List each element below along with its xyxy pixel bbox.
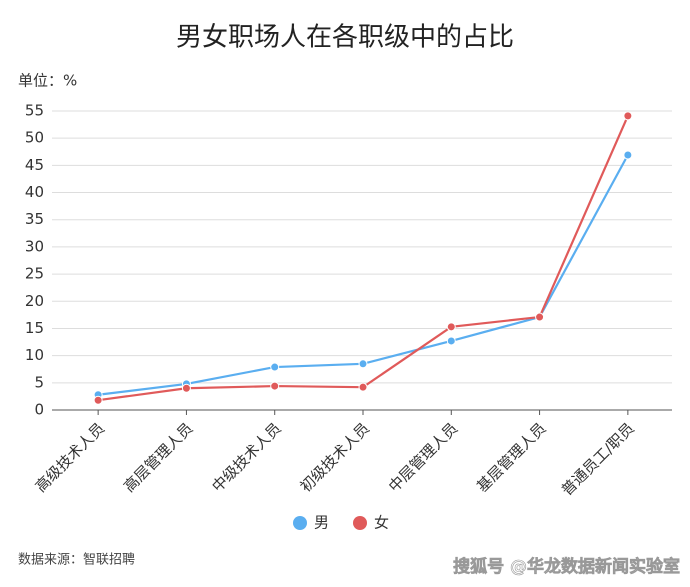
data-point <box>623 150 633 160</box>
source: 数据来源：智联招聘 <box>18 553 135 568</box>
legend-label: 男 <box>314 514 329 532</box>
data-point <box>270 362 280 372</box>
x-tick-label: 高级技术人员 <box>32 419 108 495</box>
y-tick-label: 35 <box>25 210 44 228</box>
x-tick-label: 基层管理人员 <box>473 419 549 495</box>
y-tick-label: 15 <box>25 319 44 337</box>
y-tick-label: 50 <box>25 129 44 147</box>
unit-label: 单位：% <box>18 72 77 90</box>
chart-title: 男女职场人在各职级中的占比 <box>176 23 514 53</box>
x-tick-label: 初级技术人员 <box>297 419 373 495</box>
y-tick-label: 10 <box>25 346 44 364</box>
x-tick-label: 高层管理人员 <box>120 419 196 495</box>
data-point <box>270 381 280 391</box>
y-tick-label: 55 <box>25 102 44 120</box>
watermark: 搜狐号 @华龙数据新闻实验室 <box>453 556 680 577</box>
x-tick-label: 普通员工/职员 <box>558 419 638 499</box>
y-tick-label: 0 <box>34 401 44 419</box>
legend-marker <box>353 516 367 530</box>
series-line <box>98 154 629 396</box>
y-tick-label: 40 <box>25 183 44 201</box>
y-tick-label: 5 <box>34 373 44 391</box>
data-point <box>446 336 456 346</box>
y-tick-label: 25 <box>25 265 44 283</box>
data-point <box>623 111 633 121</box>
data-point <box>358 359 368 369</box>
data-point <box>181 383 191 393</box>
y-tick-label: 30 <box>25 237 44 255</box>
data-point <box>535 312 545 322</box>
data-point <box>93 395 103 405</box>
y-tick-label: 20 <box>25 292 44 310</box>
data-point <box>358 382 368 392</box>
x-tick-label: 中层管理人员 <box>385 419 461 495</box>
legend-label: 女 <box>374 514 389 532</box>
y-tick-label: 45 <box>25 156 44 174</box>
data-point <box>446 322 456 332</box>
series-line <box>97 115 629 402</box>
x-tick-label: 中级技术人员 <box>208 419 284 495</box>
legend-marker <box>293 516 307 530</box>
